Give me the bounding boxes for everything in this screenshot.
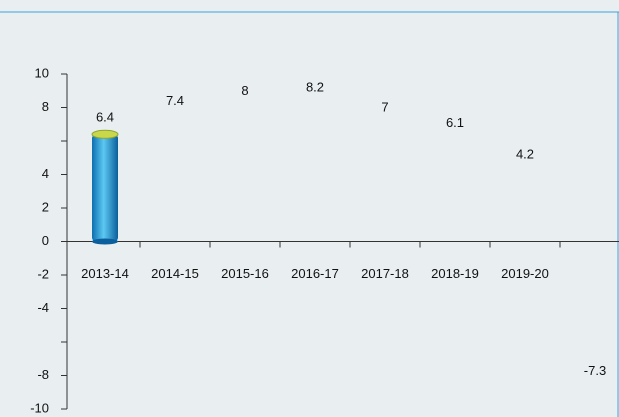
value-label: 8.2 [306,80,324,95]
value-label: 6.1 [446,115,464,130]
bar-cap [91,129,119,139]
x-tick-label: 2016-17 [291,266,339,281]
y-tick-label: 2 [42,199,49,214]
x-tick-label: 2014-15 [151,266,199,281]
y-tick-label: -8 [37,367,49,382]
y-tick-label: 10 [35,65,49,80]
y-tick-label: 0 [42,233,49,248]
y-tick-label: 4 [42,166,49,181]
value-label: 6.4 [96,110,114,125]
bar-base [92,238,118,245]
y-tick-label: -2 [37,266,49,281]
x-tick-label: 2013-14 [81,266,129,281]
x-tick-label: 2018-19 [431,266,479,281]
x-tick-label: 2019-20 [501,266,549,281]
value-label: 4.2 [516,147,534,162]
value-label: 7 [381,100,388,115]
value-label: -7.3 [584,363,606,378]
value-label: 8 [241,83,248,98]
value-label: 7.4 [166,93,184,108]
y-tick-label: 8 [42,99,49,114]
y-tick-label: -4 [37,300,49,315]
y-tick-label: -10 [30,400,49,415]
x-tick-label: 2017-18 [361,266,409,281]
bar [92,134,118,242]
x-tick-label: 2015-16 [221,266,269,281]
